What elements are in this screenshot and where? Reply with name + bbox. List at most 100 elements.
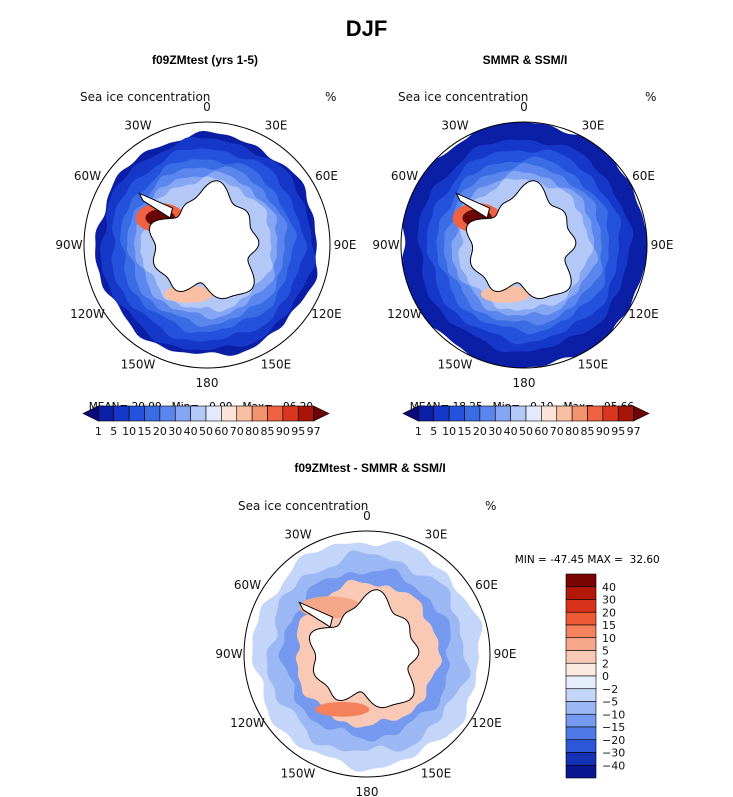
stats-diff: MIN = -47.45 MAX = 32.60 bbox=[514, 554, 660, 566]
colorbar-swatch bbox=[236, 405, 253, 422]
colorbar-tick-label: 40 bbox=[602, 581, 616, 594]
colorbar-swatch bbox=[313, 405, 330, 422]
polar-map-diff: 0 30E 60E 90E 120E 150E 180 150W 120W 90W 60W 30W bbox=[215, 509, 516, 797]
colorbar-swatch bbox=[251, 405, 268, 422]
colorbar-swatch bbox=[510, 405, 527, 422]
longitude-label: 30E bbox=[582, 119, 605, 133]
colorbar-swatch bbox=[221, 405, 238, 422]
longitude-label: 60W bbox=[234, 578, 261, 592]
colorbar-swatch bbox=[128, 405, 145, 422]
colorbar-swatch bbox=[464, 405, 481, 422]
colorbar-tick-label: 90 bbox=[276, 425, 290, 438]
colorbar-tick-label: 2 bbox=[602, 657, 609, 670]
colorbar-swatch bbox=[144, 405, 161, 422]
colorbar-swatch bbox=[565, 752, 597, 766]
longitude-label: 120W bbox=[70, 307, 105, 321]
antarctica-outline bbox=[308, 589, 420, 709]
antarctic-peninsula bbox=[298, 601, 334, 628]
map-border bbox=[83, 121, 331, 369]
longitude-label: 150W bbox=[438, 358, 473, 372]
colorbar-swatch bbox=[617, 405, 634, 422]
colorbar-tick-label: 20 bbox=[153, 425, 167, 438]
longitude-label: 90W bbox=[55, 238, 82, 252]
longitude-label: 30E bbox=[265, 119, 288, 133]
colorbar-swatch bbox=[565, 739, 597, 753]
colorbar-swatch bbox=[174, 405, 191, 422]
map-border bbox=[243, 530, 491, 778]
colorbar-swatch bbox=[571, 405, 588, 422]
figure-title: DJF bbox=[345, 16, 388, 41]
colorbar-tick-label: 40 bbox=[504, 425, 518, 438]
colorbar-tick-label: 1 bbox=[415, 425, 422, 438]
field-label-model: Sea ice concentration bbox=[80, 90, 211, 104]
colorbar-tick-label: 40 bbox=[184, 425, 198, 438]
colorbar-tick-label: 97 bbox=[307, 425, 321, 438]
longitude-label: 90W bbox=[215, 647, 242, 661]
colorbar-tick-label: −30 bbox=[602, 747, 625, 760]
longitude-label: 120E bbox=[311, 307, 342, 321]
panel-title-model: f09ZMtest (yrs 1-5) bbox=[151, 53, 259, 67]
colorbar-swatch bbox=[267, 405, 284, 422]
units-label-diff: % bbox=[485, 499, 497, 513]
longitude-label: 60E bbox=[475, 578, 498, 592]
colorbar-tick-label: 20 bbox=[473, 425, 487, 438]
longitude-label: 150W bbox=[281, 767, 316, 781]
colorbar-tick-label: 30 bbox=[168, 425, 182, 438]
colorbar-tick-label: −15 bbox=[602, 721, 625, 734]
longitude-label: 0 bbox=[203, 100, 211, 114]
colorbar-tick-label: 30 bbox=[602, 594, 616, 607]
colorbar-swatch bbox=[433, 405, 450, 422]
colorbar-swatch bbox=[602, 405, 619, 422]
colorbar-swatch bbox=[282, 405, 299, 422]
colorbar-tick-label: 15 bbox=[602, 619, 616, 632]
colorbar-swatch bbox=[565, 701, 597, 715]
longitude-label: 90E bbox=[334, 238, 357, 252]
colorbar-tick-label: 70 bbox=[550, 425, 564, 438]
colorbar-swatch bbox=[418, 405, 435, 422]
diff-patch bbox=[315, 701, 370, 717]
colorbar-swatch bbox=[565, 637, 597, 651]
field-label-diff: Sea ice concentration bbox=[238, 499, 369, 513]
longitude-label: 180 bbox=[196, 376, 219, 390]
colorbar-swatch bbox=[565, 764, 597, 779]
colorbar-swatch bbox=[565, 675, 597, 690]
polar-map-model: 0 30E 60E 90E 120E 150E 180 150W 120W 90W 60W 30W bbox=[55, 100, 356, 390]
colorbar-model: 1 5 10 15 20 30 40 50 60 70 80 85 90 95 97 bbox=[82, 405, 330, 438]
colorbar-swatch bbox=[587, 405, 604, 422]
antarctic-peninsula bbox=[455, 192, 491, 219]
longitude-label: 120E bbox=[471, 716, 502, 730]
units-label-obs: % bbox=[645, 90, 657, 104]
colorbar-swatch bbox=[565, 662, 597, 677]
colorbar-swatch bbox=[159, 405, 176, 422]
colorbar-tick-label: 80 bbox=[245, 425, 259, 438]
colorbar-swatch bbox=[565, 573, 597, 588]
colorbar-swatch bbox=[479, 405, 496, 422]
colorbar-tick-label: 85 bbox=[581, 425, 595, 438]
longitude-label: 60E bbox=[632, 169, 655, 183]
longitude-label: 150W bbox=[121, 358, 156, 372]
colorbar-tick-label: 50 bbox=[519, 425, 533, 438]
longitude-label: 30W bbox=[284, 528, 311, 542]
colorbar-tick-label: 20 bbox=[602, 606, 616, 619]
longitude-label: 120E bbox=[628, 307, 659, 321]
colorbar-swatch bbox=[190, 405, 207, 422]
units-label-model: % bbox=[325, 90, 337, 104]
colorbar-tick-label: 95 bbox=[611, 425, 625, 438]
colorbar-tick-label: 5 bbox=[430, 425, 437, 438]
colorbar-tick-label: 90 bbox=[596, 425, 610, 438]
colorbar-swatch bbox=[98, 405, 115, 422]
colorbar-swatch bbox=[565, 713, 597, 728]
colorbar-swatch bbox=[494, 405, 511, 422]
colorbar-tick-label: 10 bbox=[442, 425, 456, 438]
longitude-label: 150E bbox=[578, 358, 609, 372]
colorbar-tick-label: 60 bbox=[214, 425, 228, 438]
colorbar-tick-label: −20 bbox=[602, 734, 625, 747]
colorbar-swatch bbox=[448, 405, 465, 422]
colorbar-tick-label: 15 bbox=[138, 425, 152, 438]
colorbar-swatch bbox=[205, 405, 222, 422]
colorbar-swatch bbox=[565, 624, 597, 639]
colorbar-swatch bbox=[113, 405, 130, 422]
colorbar-swatch bbox=[565, 599, 597, 613]
colorbar-swatch bbox=[565, 611, 597, 626]
